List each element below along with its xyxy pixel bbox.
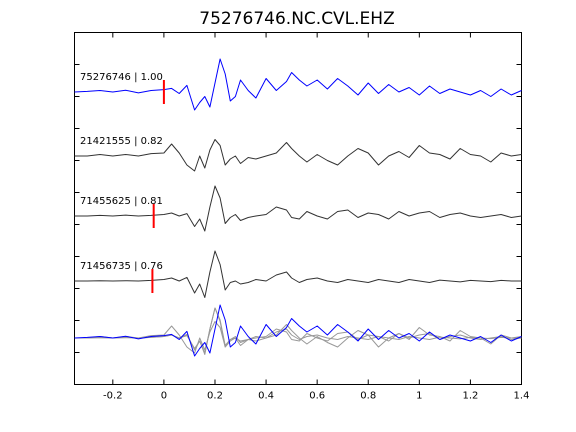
x-tick-label: 0.2: [207, 391, 223, 402]
y-tick-marks: [74, 32, 522, 385]
x-axis: -0.2 0 0.2 0.4 0.6 0.8 1 1.2 1.4: [103, 32, 530, 402]
x-tick-label: 0.4: [258, 391, 274, 402]
trace-label-71456735: 71456735 | 0.76: [80, 261, 163, 272]
trace-label-21421555: 21421555 | 0.82: [80, 136, 163, 147]
overlay-line-21421555: [74, 321, 522, 354]
trace-label-75276746: 75276746 | 1.00: [80, 72, 163, 83]
figure-title: 75276746.NC.CVL.EHZ: [199, 9, 394, 29]
trace-line-71455625: [74, 185, 522, 232]
x-tick-label: 0.6: [309, 391, 325, 402]
axes-frame: [74, 32, 522, 385]
x-tick-label: 0: [161, 391, 167, 402]
x-tick-label: 0.8: [360, 391, 376, 402]
trace-line-75276746: [74, 58, 522, 111]
x-tick-label: -0.2: [103, 391, 123, 402]
x-tick-label: 1.2: [462, 391, 478, 402]
x-tick-label: 1: [416, 391, 422, 402]
trace-line-21421555: [74, 139, 522, 172]
trace-line-71456735: [74, 250, 522, 298]
x-tick-label: 1.4: [514, 391, 530, 402]
overlay-line-71455625: [74, 307, 522, 354]
overlay-line-71456735: [74, 307, 522, 355]
trace-label-71455625: 71455625 | 0.81: [80, 196, 163, 207]
overlay-line-75276746: [74, 304, 522, 357]
waveform-traces: 75276746 | 1.00 21421555 | 0.82 71455625 |…: [74, 58, 522, 357]
